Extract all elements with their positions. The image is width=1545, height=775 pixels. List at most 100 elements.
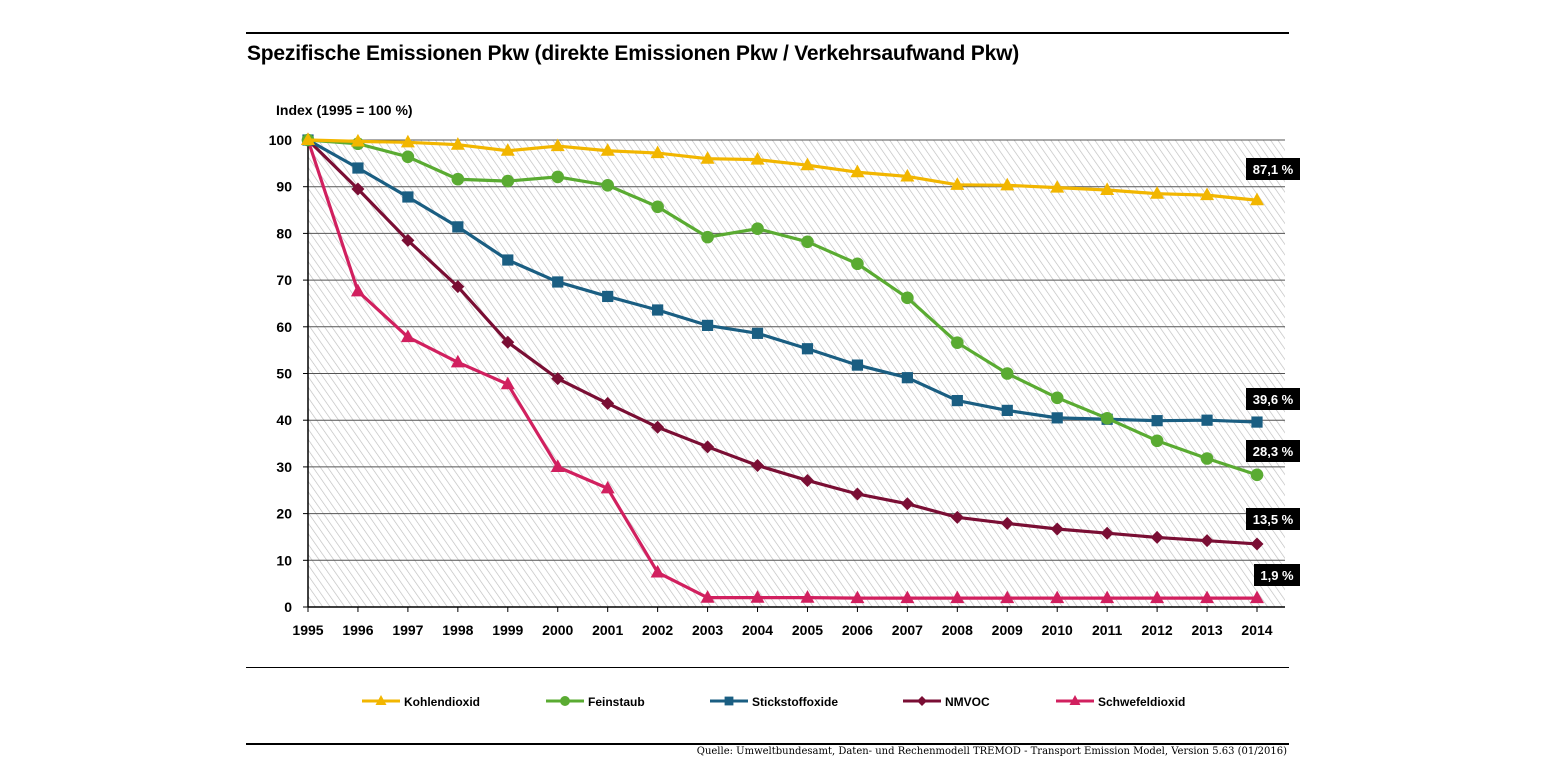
y-tick-label: 20 [276, 506, 292, 522]
data-point [401, 150, 415, 164]
data-point [851, 257, 864, 271]
data-point [450, 137, 465, 150]
data-point [551, 372, 565, 386]
series-kohlendioxid [301, 132, 1264, 206]
x-tick-label: 2006 [842, 622, 873, 638]
data-point [350, 133, 365, 147]
legend-label: Feinstaub [588, 695, 645, 709]
end-label-box [1246, 440, 1300, 462]
end-label-box [1246, 388, 1300, 410]
data-point [751, 327, 764, 339]
legend-label: Kohlendioxid [404, 695, 480, 709]
y-tick-label: 70 [276, 272, 292, 288]
data-point [500, 143, 515, 156]
legend-separator [246, 667, 1289, 668]
x-tick-label: 2013 [1191, 622, 1222, 638]
chart-title: Spezifische Emissionen Pkw (direkte Emis… [247, 42, 1020, 65]
data-point [501, 174, 515, 188]
x-tick-label: 1997 [392, 622, 423, 638]
data-point [452, 221, 464, 233]
data-point [1150, 434, 1164, 448]
data-point [651, 420, 665, 434]
legend-label: Schwefeldioxid [1098, 695, 1185, 709]
y-tick-label: 80 [276, 225, 292, 241]
x-tick-label: 1995 [292, 622, 323, 638]
end-label-text: 28,3 % [1253, 444, 1294, 459]
x-tick-label: 1998 [442, 622, 473, 638]
bottom-rule [246, 743, 1289, 745]
data-point [700, 151, 715, 164]
data-point [1201, 414, 1213, 426]
series-line [307, 138, 1258, 477]
data-point [1200, 534, 1214, 548]
data-point [1150, 530, 1164, 544]
data-point [701, 440, 715, 454]
x-tick-label: 2000 [542, 622, 573, 638]
data-point [851, 359, 864, 371]
data-point [1100, 526, 1114, 540]
data-point [1151, 415, 1163, 427]
end-label-box [1254, 564, 1300, 586]
data-point [917, 696, 927, 706]
data-point [950, 177, 965, 190]
x-tick-label: 2001 [592, 622, 623, 638]
data-point [451, 172, 465, 186]
data-point [1200, 452, 1214, 465]
legend-item-schwefeldioxid: Schwefeldioxid [1056, 695, 1185, 709]
data-point [1001, 404, 1013, 416]
data-point [801, 343, 814, 355]
data-point [601, 396, 615, 410]
data-point [551, 170, 565, 184]
data-point [850, 164, 865, 178]
data-point [750, 590, 765, 603]
legend-item-feinstaub: Feinstaub [546, 695, 645, 709]
data-point [600, 143, 615, 156]
y-tick-label: 30 [276, 459, 292, 475]
data-point [1250, 192, 1264, 206]
data-point [601, 178, 614, 192]
end-label-stickstoffoxide: 39,6 % [1246, 388, 1300, 410]
x-tick-label: 2002 [642, 622, 673, 638]
data-point [724, 696, 734, 706]
data-point [751, 458, 765, 472]
end-label-text: 13,5 % [1253, 512, 1294, 527]
x-tick-label: 2009 [992, 622, 1023, 638]
data-point [850, 590, 865, 604]
x-tick-label: 2008 [942, 622, 973, 638]
data-point [351, 182, 365, 196]
series-stickstoffoxide [302, 134, 1263, 428]
data-point [750, 152, 765, 165]
x-tick-label: 1999 [492, 622, 523, 638]
data-point [550, 459, 565, 472]
data-point [375, 695, 387, 705]
data-point [900, 497, 914, 511]
data-point [901, 291, 914, 305]
data-point [402, 191, 414, 203]
series-line [306, 139, 1257, 600]
end-label-feinstaub: 28,3 % [1246, 440, 1300, 462]
y-tick-label: 40 [276, 412, 292, 428]
series-line [307, 138, 1258, 424]
y-tick-label: 10 [276, 552, 292, 568]
legend-item-nmvoc: NMVOC [903, 695, 990, 709]
x-tick-label: 2011 [1092, 622, 1123, 638]
data-point [850, 487, 864, 501]
data-point [600, 480, 615, 494]
data-point [1050, 522, 1064, 536]
data-point [400, 329, 415, 343]
data-point [701, 230, 714, 244]
x-tick-label: 2014 [1241, 622, 1272, 638]
data-point [950, 590, 965, 604]
data-point [550, 138, 565, 152]
end-label-text: 39,6 % [1253, 392, 1294, 407]
x-tick-label: 2007 [892, 622, 923, 638]
end-label-kohlendioxid: 87,1 % [1246, 158, 1300, 180]
data-point [900, 590, 915, 604]
series-feinstaub [301, 133, 1264, 482]
x-tick-label: 2004 [742, 622, 773, 638]
data-point [1050, 180, 1065, 193]
data-point [751, 222, 764, 236]
data-point [501, 335, 515, 349]
top-rule [246, 32, 1289, 34]
